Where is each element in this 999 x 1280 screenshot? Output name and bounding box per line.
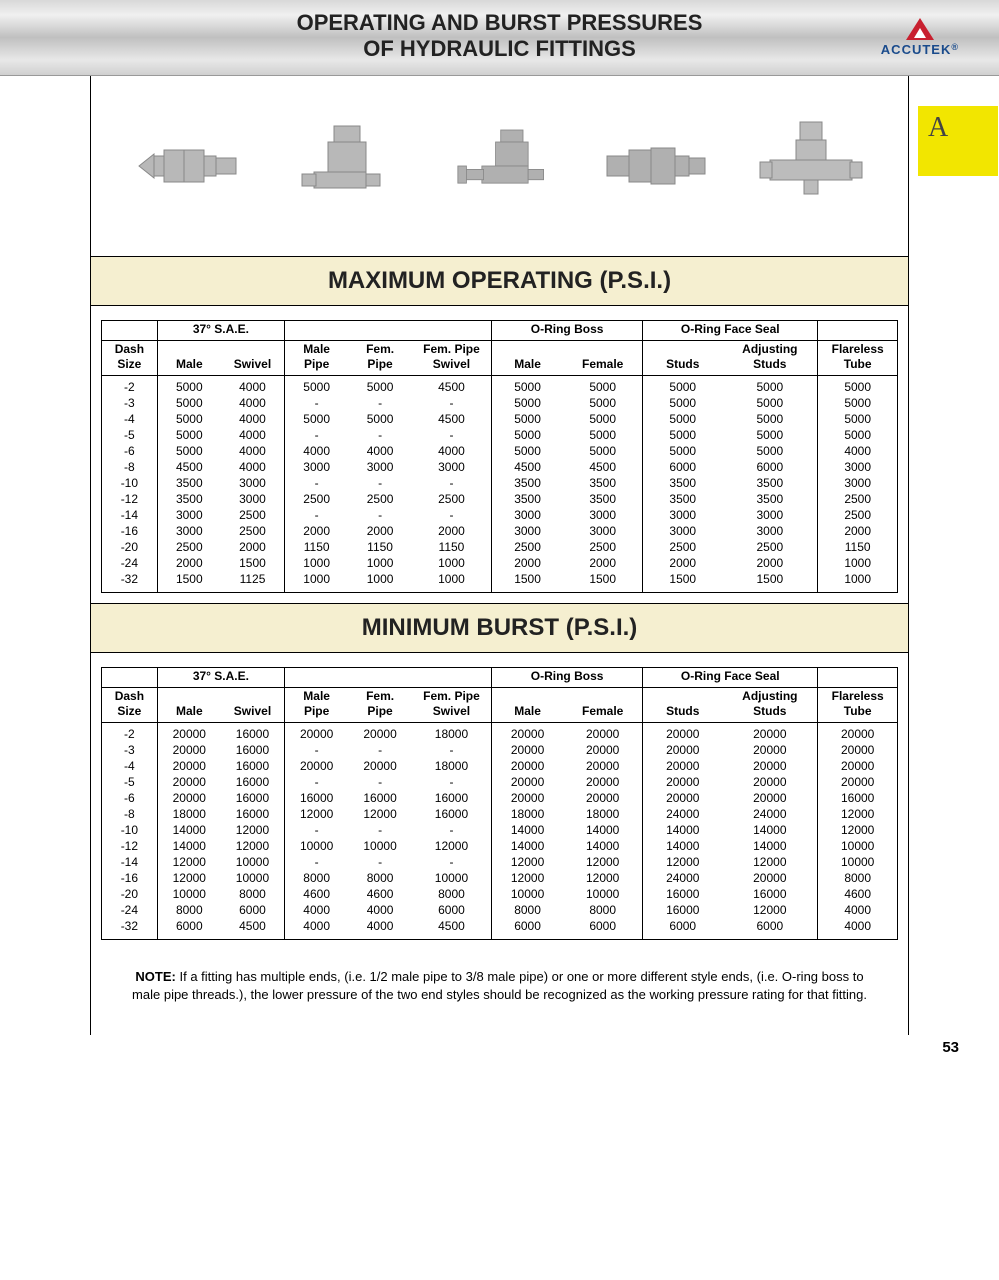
title-line-2: OF HYDRAULIC FITTINGS: [363, 36, 636, 61]
table-row: -350004000---50005000500050005000: [102, 395, 898, 411]
fitting-images-row: [91, 76, 908, 256]
table-row: -220000160002000020000180002000020000200…: [102, 723, 898, 743]
header-bar: OPERATING AND BURST PRESSURES OF HYDRAUL…: [0, 0, 999, 76]
logo-triangle-icon: [906, 18, 934, 40]
table-row: -550004000---50005000500050005000: [102, 427, 898, 443]
table-row: -845004000300030003000450045006000600030…: [102, 459, 898, 475]
fitting-image-3: [439, 116, 559, 216]
table-row: -650004000400040004000500050005000500040…: [102, 443, 898, 459]
operating-table-wrap: 37° S.A.E. O-Ring Boss O-Ring Face Seal …: [91, 306, 908, 603]
table-row: -818000160001200012000160001800018000240…: [102, 806, 898, 822]
table-row: -248000600040004000600080008000160001200…: [102, 902, 898, 918]
title-line-1: OPERATING AND BURST PRESSURES: [297, 10, 703, 35]
burst-table: 37° S.A.E. O-Ring Boss O-Ring Face Seal …: [101, 667, 898, 940]
table-row: -141200010000---120001200012000120001000…: [102, 854, 898, 870]
section-tab-letter: A: [928, 112, 948, 143]
section-title-burst: MINIMUM BURST (P.S.I.): [91, 603, 908, 653]
table-row: -620000160001600016000160002000020000200…: [102, 790, 898, 806]
section-title-operating: MAXIMUM OPERATING (P.S.I.): [91, 256, 908, 306]
note-text: If a fitting has multiple ends, (i.e. 1/…: [132, 969, 867, 1002]
table-row: -202500200011501150115025002500250025001…: [102, 539, 898, 555]
content-area: A: [90, 76, 909, 1035]
table-row: -1430002500---30003000300030002500: [102, 507, 898, 523]
note-block: NOTE: If a fitting has multiple ends, (i…: [91, 950, 908, 1034]
brand-logo: ACCUTEK®: [881, 18, 959, 57]
table-row: -326000450040004000450060006000600060004…: [102, 918, 898, 940]
table-row: -163000250020002000200030003000300030002…: [102, 523, 898, 539]
table-row: -123500300025002500250035003500350035002…: [102, 491, 898, 507]
fitting-image-2: [284, 116, 404, 216]
note-label: NOTE:: [135, 969, 175, 984]
page-number: 53: [0, 1035, 999, 1066]
table-row: -32000016000---2000020000200002000020000: [102, 742, 898, 758]
page-title: OPERATING AND BURST PRESSURES OF HYDRAUL…: [0, 10, 999, 63]
table-row: -161200010000800080001000012000120002400…: [102, 870, 898, 886]
burst-table-wrap: 37° S.A.E. O-Ring Boss O-Ring Face Seal …: [91, 653, 908, 950]
logo-text: ACCUTEK®: [881, 42, 959, 57]
table-row: -242000150010001000100020002000200020001…: [102, 555, 898, 571]
fitting-image-5: [750, 116, 870, 216]
table-row: -121400012000100001000012000140001400014…: [102, 838, 898, 854]
operating-table: 37° S.A.E. O-Ring Boss O-Ring Face Seal …: [101, 320, 898, 593]
table-row: -101400012000---140001400014000140001200…: [102, 822, 898, 838]
fitting-image-1: [129, 116, 249, 216]
table-row: -201000080004600460080001000010000160001…: [102, 886, 898, 902]
table-row: -420000160002000020000180002000020000200…: [102, 758, 898, 774]
table-row: -450004000500050004500500050005000500050…: [102, 411, 898, 427]
section-tab: A: [918, 106, 998, 176]
table-row: -1035003000---35003500350035003000: [102, 475, 898, 491]
table-row: -250004000500050004500500050005000500050…: [102, 375, 898, 395]
table-row: -321500112510001000100015001500150015001…: [102, 571, 898, 593]
table-row: -52000016000---2000020000200002000020000: [102, 774, 898, 790]
fitting-image-4: [595, 116, 715, 216]
